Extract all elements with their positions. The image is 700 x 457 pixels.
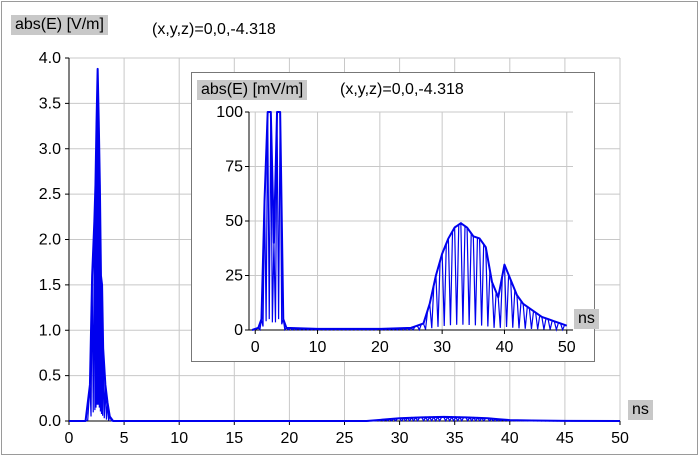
- y-tick-label: 50: [225, 213, 243, 230]
- y-tick-label: 4.0: [39, 50, 61, 67]
- x-tick-label: 20: [281, 430, 299, 447]
- main-ylabel: abs(E) [V/m]: [11, 15, 108, 35]
- x-tick-label: 0: [251, 339, 260, 356]
- y-tick-label: 0.0: [39, 413, 61, 430]
- y-tick-label: 3.0: [39, 141, 61, 158]
- x-tick-label: 30: [391, 430, 409, 447]
- y-tick-label: 25: [225, 268, 243, 285]
- series-oscillation: [252, 111, 566, 332]
- x-tick-label: 25: [336, 430, 354, 447]
- inset-ylabel: abs(E) [mV/m]: [197, 80, 308, 100]
- y-tick-label: 1.0: [39, 322, 61, 339]
- x-tick-label: 5: [120, 430, 129, 447]
- x-tick-label: 10: [309, 339, 327, 356]
- x-tick-label: 50: [611, 430, 629, 447]
- y-tick-label: 100: [216, 104, 243, 121]
- main-location: (x,y,z)=0,0,-4.318: [152, 21, 276, 38]
- x-tick-label: 30: [433, 339, 451, 356]
- x-tick-label: 15: [225, 430, 243, 447]
- y-tick-label: 2.0: [39, 232, 61, 249]
- x-tick-label: 0: [65, 430, 74, 447]
- x-tick-label: 40: [496, 339, 514, 356]
- x-tick-label: 50: [558, 339, 576, 356]
- x-tick-label: 20: [371, 339, 389, 356]
- series-oscillation: [69, 68, 619, 423]
- y-tick-label: 1.5: [39, 277, 61, 294]
- x-tick-label: 35: [446, 430, 464, 447]
- y-tick-label: 0: [234, 322, 243, 339]
- x-tick-label: 40: [501, 430, 519, 447]
- x-tick-label: 10: [170, 430, 188, 447]
- inset-xunit: ns: [574, 309, 599, 329]
- y-tick-label: 75: [225, 159, 243, 176]
- series-line: [69, 67, 621, 422]
- y-tick-label: 2.5: [39, 186, 61, 203]
- inset-chart-frame: [191, 72, 595, 362]
- x-tick-label: 45: [556, 430, 574, 447]
- inset-location: (x,y,z)=0,0,-4.318: [340, 81, 464, 98]
- y-tick-label: 3.5: [39, 95, 61, 112]
- main-xunit: ns: [628, 400, 653, 420]
- y-tick-label: 0.5: [39, 368, 61, 385]
